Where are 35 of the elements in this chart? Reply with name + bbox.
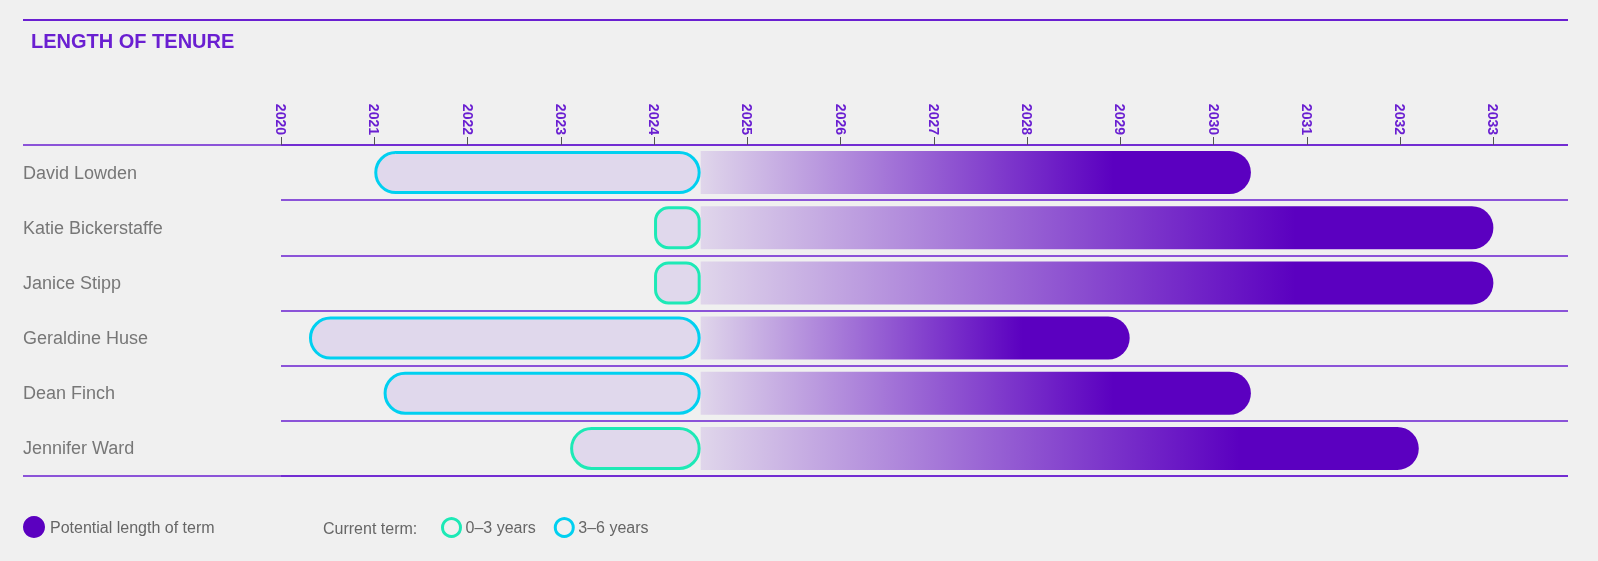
- bar: [700, 371, 1251, 415]
- legend-label: 3–6 years: [578, 519, 649, 536]
- y-tick-label: Geraldine Huse: [23, 328, 149, 349]
- y-tick-label: David Lowden: [23, 162, 138, 183]
- legend-title: Current term:: [323, 519, 418, 537]
- y-tick-label: Dean Finch: [23, 383, 116, 404]
- legend-label: 0–3 years: [465, 519, 536, 536]
- x-tick-label: 2027: [925, 103, 942, 136]
- x-tick-label: 2024: [646, 103, 663, 136]
- bar: [374, 151, 701, 195]
- x-tick-label: 2033: [1485, 103, 1502, 136]
- y-tick-label: Jennifer Ward: [23, 438, 135, 459]
- bar: [570, 426, 701, 470]
- x-tick-label: 2022: [459, 103, 476, 136]
- x-tick-label: 2021: [366, 103, 383, 136]
- x-tick-label: 2030: [1205, 103, 1222, 136]
- bar: [700, 426, 1419, 470]
- x-tick-label: 2029: [1112, 103, 1129, 136]
- bar: [308, 316, 701, 360]
- x-tick-label: 2032: [1392, 103, 1409, 136]
- y-tick-label: Katie Bickerstaffe: [23, 217, 163, 238]
- bar: [700, 151, 1251, 195]
- x-tick-label: 2031: [1298, 103, 1315, 136]
- chart-title: LENGTH OF TENURE: [31, 30, 235, 52]
- bar: [700, 261, 1494, 305]
- bar: [700, 316, 1130, 360]
- x-tick-label: 2028: [1019, 103, 1036, 136]
- y-tick-label: Janice Stipp: [23, 272, 122, 293]
- bar: [383, 371, 701, 415]
- x-tick-label: 2023: [552, 103, 569, 136]
- legend-label: Potential length of term: [50, 518, 215, 536]
- bar: [700, 206, 1494, 250]
- x-tick-label: 2025: [739, 103, 756, 136]
- x-tick-label: 2020: [273, 103, 289, 136]
- x-tick-label: 2026: [832, 103, 849, 136]
